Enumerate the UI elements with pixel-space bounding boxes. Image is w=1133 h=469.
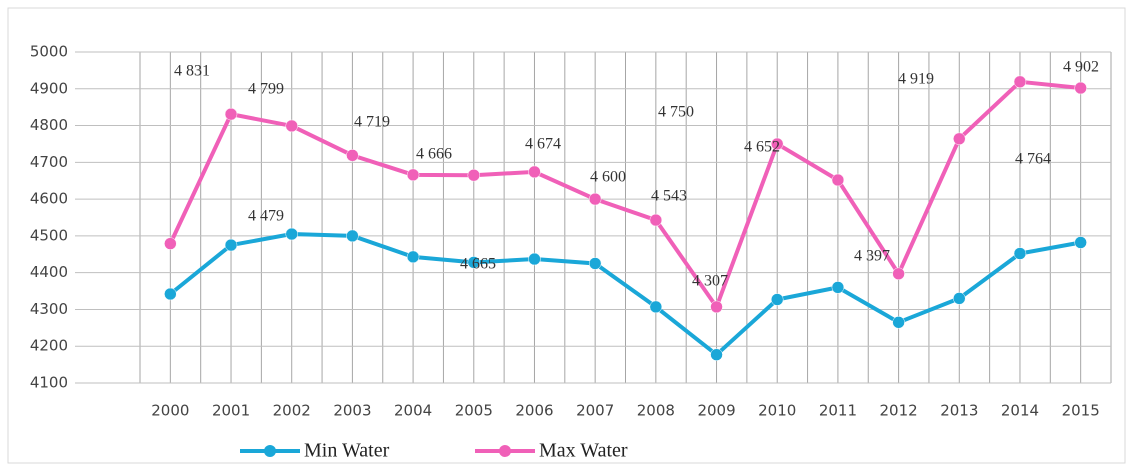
x-tick-label: 2013 bbox=[940, 402, 978, 420]
data-label: 4 831 bbox=[174, 63, 210, 80]
point bbox=[285, 227, 298, 241]
point bbox=[770, 293, 784, 306]
x-tick-label: 2002 bbox=[273, 402, 311, 420]
legend-label: Min Water bbox=[304, 440, 390, 462]
y-tick-label: 4900 bbox=[30, 79, 68, 97]
point bbox=[164, 287, 177, 301]
data-label: 4 600 bbox=[590, 169, 626, 186]
x-tick-label: 2004 bbox=[394, 402, 432, 420]
data-label: 4 665 bbox=[460, 256, 496, 273]
x-tick-label: 2015 bbox=[1062, 402, 1100, 420]
x-tick-label: 2000 bbox=[151, 402, 189, 420]
point bbox=[346, 149, 359, 162]
data-label: 4 799 bbox=[248, 81, 284, 98]
y-tick-label: 4600 bbox=[30, 190, 68, 208]
data-label: 4 652 bbox=[744, 139, 780, 156]
x-tick-label: 2003 bbox=[333, 402, 371, 420]
point bbox=[467, 256, 481, 269]
legend-marker bbox=[264, 445, 276, 457]
point bbox=[710, 300, 723, 314]
point bbox=[831, 281, 845, 294]
chart-border bbox=[7, 7, 1126, 464]
y-tick-label: 4800 bbox=[30, 116, 68, 134]
data-label: 4 764 bbox=[1015, 151, 1051, 168]
data-label: 4 307 bbox=[692, 273, 728, 290]
x-tick-label: 2008 bbox=[637, 402, 675, 420]
x-tick-label: 2005 bbox=[455, 402, 493, 420]
y-tick-label: 4200 bbox=[30, 337, 68, 355]
y-tick-label: 4400 bbox=[30, 263, 68, 281]
data-label: 4 674 bbox=[525, 136, 561, 153]
data-label: 4 750 bbox=[658, 104, 694, 121]
data-label: 4 919 bbox=[898, 71, 934, 88]
x-tick-label: 2006 bbox=[515, 402, 553, 420]
point bbox=[346, 229, 359, 243]
point bbox=[406, 168, 420, 182]
data-label: 4 479 bbox=[248, 208, 284, 225]
data-label: 4 666 bbox=[416, 146, 452, 163]
point bbox=[1074, 81, 1087, 95]
legend-label: Max Water bbox=[539, 440, 628, 462]
point bbox=[1074, 236, 1087, 249]
point bbox=[892, 267, 905, 281]
x-tick-label: 2009 bbox=[697, 402, 735, 420]
y-tick-label: 4500 bbox=[30, 226, 68, 244]
point bbox=[1013, 247, 1027, 260]
point bbox=[649, 213, 663, 227]
y-tick-label: 5000 bbox=[30, 43, 68, 61]
point bbox=[649, 300, 663, 314]
x-tick-label: 2014 bbox=[1001, 402, 1039, 420]
point bbox=[467, 168, 481, 182]
series-line bbox=[169, 232, 1082, 358]
point bbox=[770, 137, 784, 151]
x-tick-label: 2001 bbox=[212, 402, 250, 420]
y-tick-label: 4300 bbox=[30, 300, 68, 318]
data-label: 4 397 bbox=[854, 248, 890, 265]
data-label: 4 902 bbox=[1063, 59, 1099, 76]
point bbox=[710, 348, 723, 361]
x-tick-label: 2007 bbox=[576, 402, 614, 420]
point bbox=[164, 237, 177, 250]
point bbox=[406, 250, 420, 264]
y-tick-label: 4700 bbox=[30, 153, 68, 171]
point bbox=[285, 119, 298, 133]
point bbox=[953, 132, 966, 146]
x-tick-label: 2011 bbox=[819, 402, 857, 420]
point bbox=[588, 192, 602, 206]
point bbox=[224, 107, 238, 121]
point bbox=[1013, 75, 1027, 89]
point bbox=[528, 165, 541, 179]
point bbox=[892, 316, 905, 329]
series-line bbox=[168, 79, 1081, 312]
point bbox=[953, 292, 966, 305]
x-tick-label: 2012 bbox=[880, 402, 918, 420]
x-tick-label: 2010 bbox=[758, 402, 796, 420]
data-label: 4 543 bbox=[651, 188, 687, 205]
point bbox=[588, 257, 602, 270]
point bbox=[224, 238, 238, 252]
point bbox=[831, 173, 845, 187]
point bbox=[528, 252, 541, 266]
y-tick-label: 4100 bbox=[30, 374, 68, 392]
legend-marker bbox=[499, 445, 511, 457]
data-label: 4 719 bbox=[354, 114, 390, 131]
